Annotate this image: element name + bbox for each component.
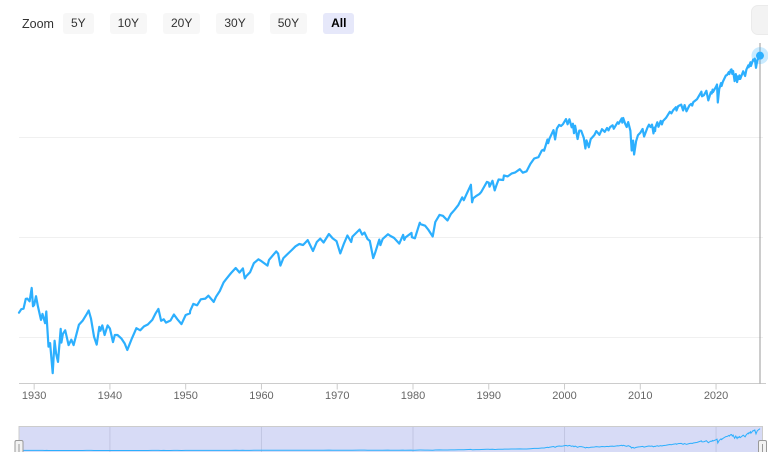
context-menu-button[interactable] [751,5,768,35]
navigator-selected-mask[interactable] [19,426,763,452]
navigator-series-line [19,428,761,452]
navigator-right-handle[interactable] [758,440,767,452]
x-tick-label: 1930 [22,390,46,402]
range-button-30y[interactable]: 30Y [216,13,254,34]
navigator-outline [18,426,763,452]
zoom-label: Zoom [22,16,54,31]
range-button-5y[interactable]: 5Y [62,13,94,34]
range-buttons: 5Y 10Y 20Y 30Y 50Y All [62,13,370,34]
navigator-left-handle[interactable] [14,440,24,452]
x-tick-label: 1980 [401,390,425,402]
range-button-10y[interactable]: 10Y [109,13,147,34]
x-tick-label: 1940 [98,390,122,402]
navigator [14,426,767,452]
x-tick-label: 1970 [325,390,349,402]
x-tick-label: 2020 [704,390,728,402]
last-point-marker[interactable] [756,51,764,60]
x-axis-labels: 1930 1940 1950 1960 1970 1980 1990 2000 2010 2020 [22,390,728,402]
range-button-50y[interactable]: 50Y [269,13,308,34]
price-series-line[interactable] [17,54,762,375]
range-selector: Zoom 5Y 10Y 20Y 30Y 50Y All [22,13,370,34]
x-tick-label: 2000 [552,390,576,402]
range-button-all[interactable]: All [323,13,355,34]
x-tick-label: 1990 [477,390,501,402]
x-tick-label: 2010 [628,390,652,402]
x-tick-label: 1960 [249,390,273,402]
x-axis-ticks [33,383,717,390]
range-button-20y[interactable]: 20Y [163,13,201,34]
x-tick-label: 1950 [173,390,197,402]
